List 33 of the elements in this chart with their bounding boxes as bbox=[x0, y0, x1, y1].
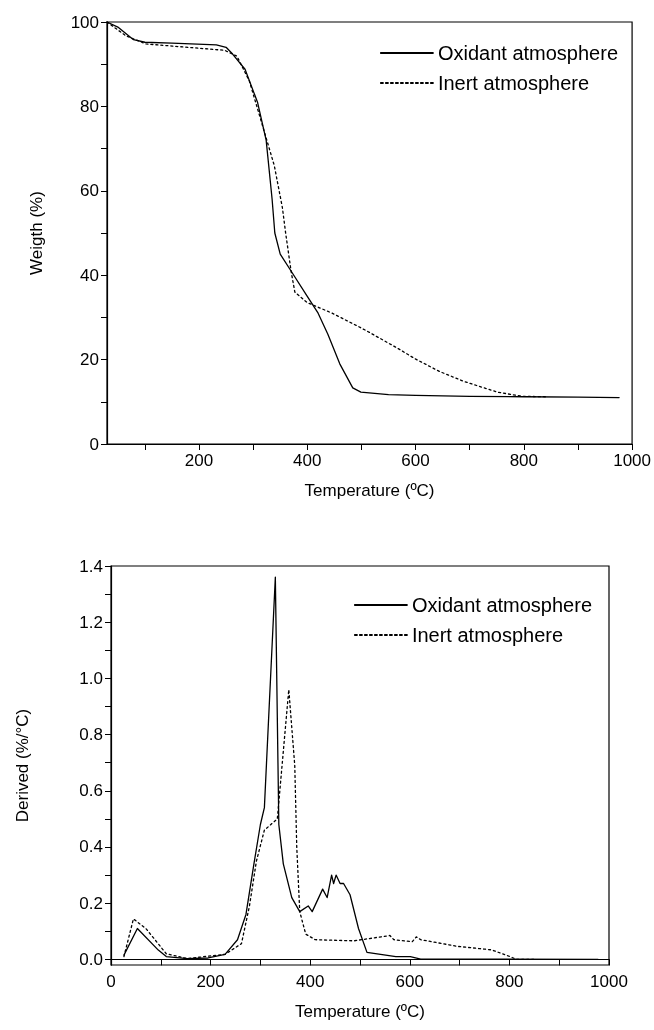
y-tick-label: 40 bbox=[80, 265, 99, 285]
y-tick-label: 0.4 bbox=[79, 837, 103, 857]
x-tick-label: 600 bbox=[395, 972, 424, 991]
x-tick-label: 800 bbox=[509, 451, 539, 470]
x-tick-label: 200 bbox=[196, 972, 225, 991]
x-tick-label: 200 bbox=[184, 451, 214, 470]
legend-label: Inert atmosphere bbox=[437, 72, 590, 94]
y-tick-label: 1.0 bbox=[79, 668, 103, 688]
y-tick-label: 0.2 bbox=[79, 893, 103, 913]
y-tick-label: 0.6 bbox=[79, 781, 103, 801]
x-tick-label: 400 bbox=[293, 451, 322, 470]
y-tick-label: 0.8 bbox=[79, 725, 103, 745]
y-tick-label: 1.4 bbox=[79, 556, 103, 576]
x-tick-label: 0 bbox=[106, 972, 116, 991]
y-tick-label: 0 bbox=[89, 434, 99, 454]
x-tick-label: 1000 bbox=[590, 972, 628, 991]
y-tick-label: 60 bbox=[80, 181, 99, 201]
x-tick-label: 600 bbox=[401, 451, 430, 470]
y-tick-label: 1.2 bbox=[79, 612, 103, 632]
x-tick-label: 400 bbox=[296, 972, 325, 991]
x-axis-title: Temperature (ºC) bbox=[295, 1002, 425, 1021]
legend-label: Oxidant atmosphere bbox=[437, 42, 619, 64]
y-tick-label: 0.0 bbox=[79, 949, 103, 969]
x-axis-title: Temperature (ºC) bbox=[304, 481, 435, 500]
legend-label: Inert atmosphere bbox=[411, 624, 564, 646]
x-tick-label: 800 bbox=[495, 972, 524, 991]
y-axis-title: Derived (%/°C) bbox=[13, 708, 32, 823]
x-tick-label: 1000 bbox=[613, 451, 651, 470]
y-tick-label: 20 bbox=[80, 350, 99, 370]
y-axis-title: Weigth (%) bbox=[27, 191, 46, 275]
y-tick-label: 100 bbox=[70, 12, 99, 32]
legend-label: Oxidant atmosphere bbox=[411, 594, 593, 616]
y-tick-label: 80 bbox=[80, 96, 99, 116]
